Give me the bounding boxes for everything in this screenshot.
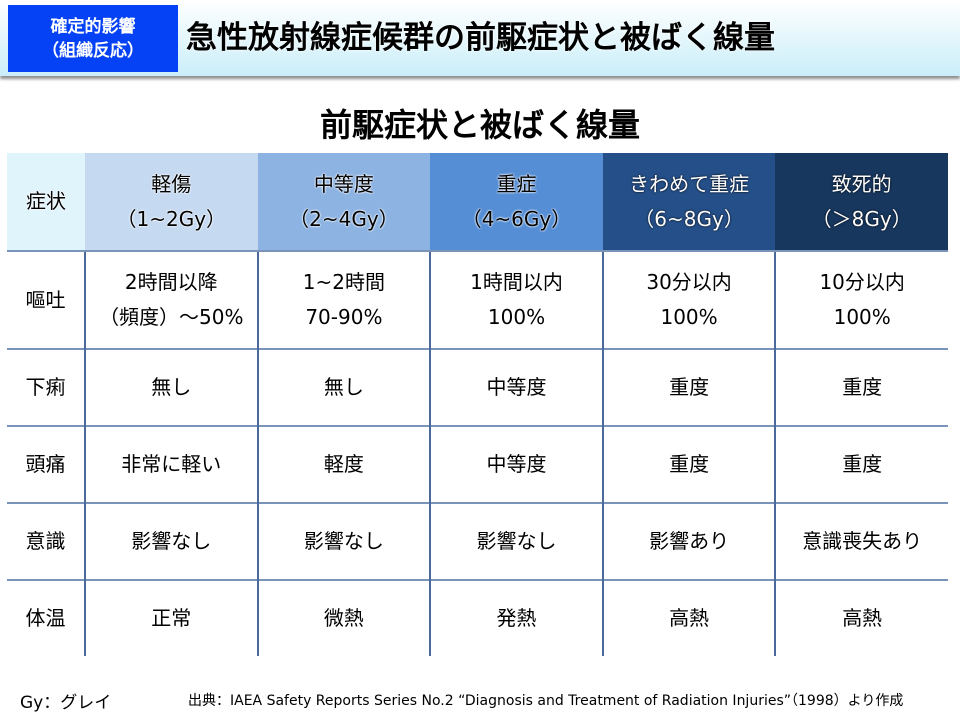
- table-cell: 発熱: [429, 579, 603, 656]
- column-header-name: 致死的: [831, 171, 892, 196]
- column-header-dose: （2~4Gy）: [289, 206, 399, 231]
- cell-line: 重度: [842, 452, 883, 476]
- badge-line2: （組織反応）: [42, 40, 144, 61]
- cell-line: 中等度: [486, 375, 547, 399]
- header-corner: 症状: [7, 153, 85, 251]
- column-header: きわめて重症 （6~8Gy）: [602, 153, 776, 251]
- column-header-dose: （1~2Gy）: [116, 206, 227, 231]
- cell-line: 影響なし: [303, 529, 384, 553]
- table-cell: 高熱: [601, 579, 776, 656]
- table-row: 嘔吐 2時間以降 （頻度）～50% 1~2時間 70-90% 1時間以内 100% 30分以内…: [7, 250, 948, 349]
- cell-line: 意識喪失あり: [802, 529, 923, 553]
- cell-line: 1時間以内: [470, 270, 563, 294]
- cell-line: （頻度）～50%: [99, 305, 244, 329]
- table-row: 意識 影響なし 影響なし 影響なし 影響あり 意識喪失あり: [7, 502, 948, 580]
- cell-line: 中等度: [486, 452, 547, 476]
- cell-line: 2時間以降: [124, 270, 218, 294]
- cell-line: 影響あり: [649, 529, 730, 553]
- cell-line: 発熱: [496, 606, 537, 630]
- table-cell: 重度: [601, 348, 776, 426]
- symptom-label: 意識: [7, 502, 85, 580]
- column-header: 中等度 （2~4Gy）: [257, 153, 431, 251]
- cell-line: 正常: [151, 606, 192, 630]
- cell-line: 非常に軽い: [121, 452, 222, 476]
- table-cell: 重度: [774, 348, 948, 426]
- column-header: 軽傷 （1~2Gy）: [85, 153, 258, 251]
- cell-line: 微熱: [323, 606, 364, 630]
- table-row: 頭痛 非常に軽い 軽度 中等度 重度 重度: [7, 425, 948, 503]
- title-bar: 確定的影響 （組織反応） 急性放射線症候群の前駆症状と被ばく線量: [0, 0, 960, 76]
- cell-line: 無し: [151, 375, 192, 399]
- cell-line: 影響なし: [476, 529, 557, 553]
- column-header-name: 中等度: [313, 171, 374, 196]
- table-row: 下痢 無し 無し 中等度 重度 重度: [7, 348, 948, 426]
- table-cell: 微熱: [256, 579, 431, 656]
- column-header-name: きわめて重症: [629, 171, 750, 196]
- table-cell: 中等度: [429, 425, 603, 503]
- table-cell: 2時間以降 （頻度）～50%: [84, 250, 258, 349]
- slide-title: 急性放射線症候群の前駆症状と被ばく線量: [186, 20, 775, 56]
- table-cell: 重度: [774, 425, 948, 503]
- symptom-label: 体温: [7, 579, 85, 656]
- column-header-dose: （6~8Gy）: [634, 206, 744, 231]
- cell-line: 重度: [669, 452, 710, 476]
- table-cell: 意識喪失あり: [774, 502, 948, 580]
- symptom-dose-table: 症状 軽傷 （1~2Gy） 中等度 （2~4Gy） 重症 （4~6Gy） きわめて重症 （6~8…: [7, 153, 948, 656]
- column-header-name: 軽傷: [151, 171, 192, 196]
- cell-line: 100%: [833, 305, 891, 329]
- table-cell: 高熱: [774, 579, 948, 656]
- cell-line: 軽度: [323, 452, 364, 476]
- table-cell: 1~2時間 70-90%: [256, 250, 431, 349]
- column-header: 致死的 （＞8Gy）: [775, 153, 948, 251]
- table-cell: 中等度: [429, 348, 603, 426]
- table-cell: 影響なし: [256, 502, 431, 580]
- table-cell: 重度: [601, 425, 776, 503]
- table-cell: 軽度: [256, 425, 431, 503]
- cell-line: 重度: [842, 375, 883, 399]
- table-cell: 無し: [256, 348, 431, 426]
- table-row: 体温 正常 微熱 発熱 高熱 高熱: [7, 579, 948, 656]
- cell-line: 高熱: [669, 606, 710, 630]
- table-cell: 10分以内 100%: [774, 250, 948, 349]
- symptom-label: 頭痛: [7, 425, 85, 503]
- column-header-dose: （4~6Gy）: [461, 206, 572, 231]
- table-cell: 非常に軽い: [84, 425, 258, 503]
- source-note: 出典：IAEA Safety Reports Series No.2 “Diag…: [188, 693, 904, 709]
- table-cell: 影響なし: [429, 502, 603, 580]
- unit-note: Gy：グレイ: [20, 693, 112, 713]
- cell-line: 重度: [669, 375, 710, 399]
- cell-line: 70-90%: [305, 305, 383, 329]
- column-header: 重症 （4~6Gy）: [430, 153, 603, 251]
- cell-line: 影響なし: [131, 529, 212, 553]
- column-header-dose: （＞8Gy）: [811, 206, 912, 231]
- cell-line: 高熱: [842, 606, 883, 630]
- cell-line: 無し: [323, 375, 364, 399]
- cell-line: 10分以内: [819, 270, 905, 294]
- category-badge: 確定的影響 （組織反応）: [8, 5, 178, 72]
- symptom-label: 下痢: [7, 348, 85, 426]
- table-title: 前駆症状と被ばく線量: [319, 106, 640, 144]
- badge-line1: 確定的影響: [50, 16, 136, 37]
- table-cell: 無し: [84, 348, 258, 426]
- cell-line: 100%: [487, 305, 546, 329]
- table-cell: 影響あり: [601, 502, 776, 580]
- table-cell: 30分以内 100%: [601, 250, 776, 349]
- cell-line: 1~2時間: [302, 270, 385, 294]
- table-cell: 影響なし: [84, 502, 258, 580]
- cell-line: 30分以内: [646, 270, 732, 294]
- table-cell: 1時間以内 100%: [429, 250, 603, 349]
- column-header-name: 重症: [496, 171, 537, 196]
- symptom-label: 嘔吐: [7, 250, 85, 349]
- table-cell: 正常: [84, 579, 258, 656]
- cell-line: 100%: [660, 305, 718, 329]
